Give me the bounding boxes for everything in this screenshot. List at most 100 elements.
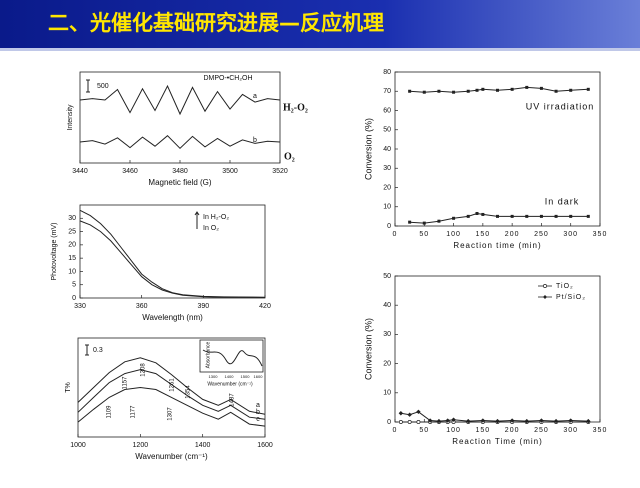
marker [422, 90, 426, 94]
series-label: UV irradiation [526, 101, 595, 111]
title-rule [0, 48, 640, 51]
x-tick-label: 50 [419, 231, 429, 238]
x-tick-label: 0 [393, 231, 398, 238]
marker [481, 87, 485, 91]
annotation: 1354 [186, 385, 192, 399]
marker [495, 418, 500, 424]
marker [554, 214, 558, 218]
x-tick-label: 300 [563, 231, 578, 238]
y-tick-label: 20 [383, 360, 391, 367]
marker [408, 89, 412, 93]
x-tick-label: 350 [593, 427, 608, 434]
marker [569, 214, 573, 218]
series-line [79, 84, 281, 116]
x-axis-label: Reaction Time (min) [452, 437, 543, 446]
legend-marker [543, 284, 547, 288]
marker [586, 87, 590, 91]
marker [436, 418, 442, 424]
annotation: 0.3 [93, 347, 103, 354]
x-tick-label: 0 [393, 427, 398, 434]
marker [496, 88, 499, 92]
x-tick-label: 150 [476, 427, 491, 434]
marker [408, 220, 412, 224]
plot-frame [77, 337, 266, 438]
marker [437, 89, 441, 93]
annotation: Wavenumber (cm⁻¹) [207, 381, 253, 387]
marker [466, 89, 470, 93]
series-label: In dark [545, 196, 580, 206]
x-tick-label: 3520 [272, 168, 288, 175]
annotation: 1400 [225, 374, 235, 379]
marker [398, 411, 404, 416]
series-line [77, 369, 266, 420]
y-tick-label: 40 [383, 146, 391, 153]
x-tick-label: 50 [419, 427, 429, 434]
y-tick-label: 15 [68, 255, 76, 262]
legend-label: In H₂-O₂ [203, 214, 229, 221]
annotation: Absorbance [205, 341, 211, 368]
annotation: 500 [97, 83, 109, 90]
annotation: 1300 [209, 374, 219, 379]
x-axis-label: Magnetic field (G) [148, 178, 211, 187]
marker [539, 86, 543, 90]
x-tick-label: 330 [74, 303, 86, 310]
series-line [79, 135, 281, 149]
y-tick-label: 5 [72, 282, 76, 289]
legend-arrow [194, 211, 200, 229]
x-tick-label: 360 [136, 303, 148, 310]
plot-frame [79, 71, 281, 164]
inset-frame [199, 339, 264, 373]
y-tick-label: 0 [387, 223, 391, 230]
marker [422, 221, 426, 225]
y-tick-label: 10 [68, 268, 76, 275]
scale-bar [85, 344, 89, 356]
x-tick-label: 3440 [72, 168, 88, 175]
series-label: b [253, 137, 257, 144]
x-tick-label: 1000 [70, 442, 86, 449]
marker [524, 418, 529, 424]
inset-curve [202, 349, 263, 367]
y-tick-label: 10 [383, 204, 391, 211]
marker [568, 418, 573, 423]
marker [466, 418, 471, 424]
marker [475, 211, 479, 215]
y-tick-label: 0 [72, 295, 76, 302]
marker [586, 418, 591, 424]
marker [452, 90, 456, 94]
annotation: 1208 [141, 363, 147, 377]
x-tick-label: 3480 [172, 168, 188, 175]
x-tick-label: 3500 [222, 168, 238, 175]
annotation: DMPO-•CH₂OH [203, 75, 252, 82]
marker [475, 88, 479, 92]
series-line [409, 212, 589, 224]
marker [398, 420, 403, 424]
marker [451, 417, 456, 422]
marker [539, 418, 544, 423]
marker [510, 214, 514, 218]
legend-label: TiO₂ [556, 283, 574, 290]
annotation: 1600 [254, 374, 264, 379]
marker [407, 420, 412, 424]
x-tick-label: 100 [446, 427, 461, 434]
y-tick-label: 30 [68, 215, 76, 222]
annotation: 1487 [230, 393, 236, 407]
y-axis-label: Photovoltage (mV) [51, 223, 58, 281]
y-axis-label: Conversion (%) [363, 118, 373, 180]
marker [481, 212, 485, 216]
x-tick-label: 200 [505, 427, 520, 434]
y-tick-label: 20 [68, 242, 76, 249]
y-tick-label: 30 [383, 165, 391, 172]
marker [496, 214, 499, 218]
marker [553, 418, 559, 424]
marker [525, 214, 529, 218]
annotation: 1261 [170, 378, 176, 392]
series-label: a [256, 402, 260, 409]
marker [437, 219, 441, 223]
marker [525, 85, 529, 89]
scale-bar [86, 79, 90, 93]
y-tick-label: 30 [383, 331, 391, 338]
marker [539, 214, 543, 218]
marker [407, 412, 412, 417]
x-axis-label: Reaction time (min) [453, 241, 541, 250]
annotation: 1109 [107, 405, 113, 419]
